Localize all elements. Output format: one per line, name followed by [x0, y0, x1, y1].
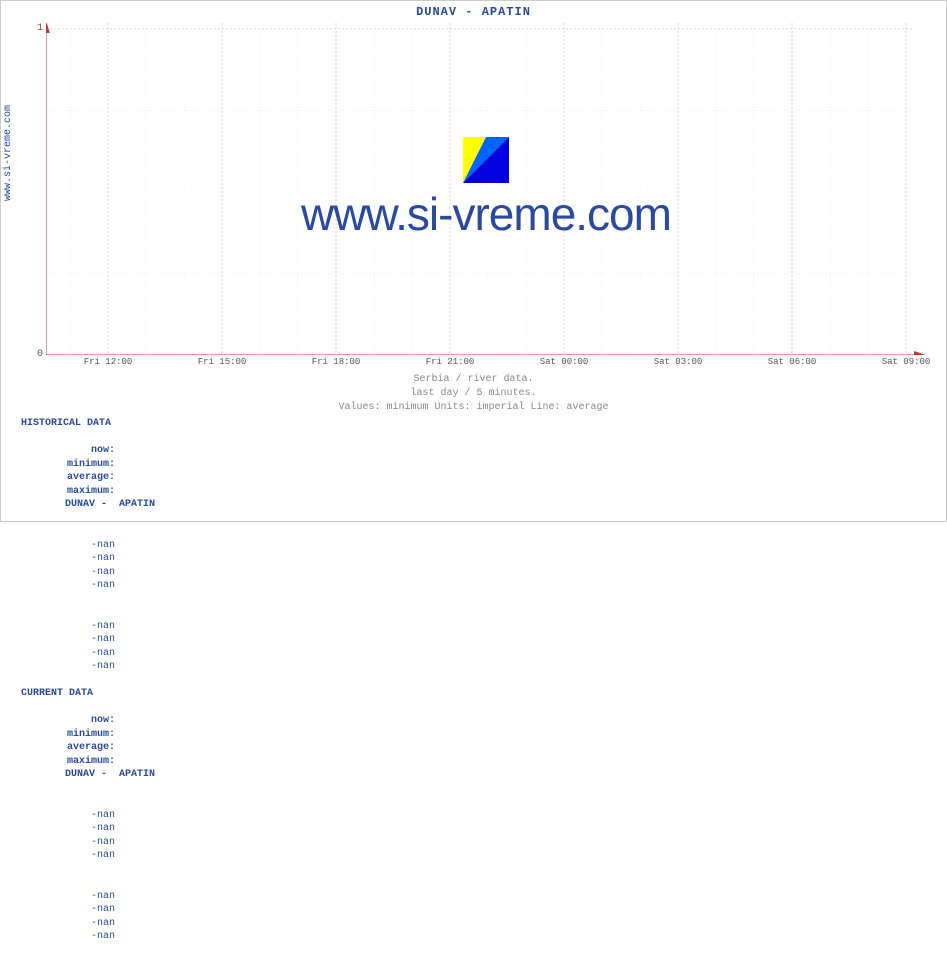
table-row: -nan -nan -nan -nan: [21, 876, 225, 957]
current-heading: CURRENT DATA: [21, 687, 225, 701]
x-tick-label: Sat 03:00: [654, 357, 703, 367]
col-maximum: maximum:: [45, 485, 115, 499]
table-row: -nan -nan -nan -nan: [21, 795, 225, 876]
site-vertical-label: www.si-vreme.com: [3, 105, 14, 201]
col-average: average:: [45, 471, 115, 485]
x-tick-label: Sat 06:00: [768, 357, 817, 367]
x-tick-label: Fri 15:00: [198, 357, 247, 367]
chart-svg: [46, 23, 926, 355]
col-now: now:: [45, 444, 115, 458]
x-tick-label: Sat 00:00: [540, 357, 589, 367]
y-tick-0: 0: [31, 349, 43, 360]
historical-heading: HISTORICAL DATA: [21, 417, 225, 431]
x-tick-label: Sat 09:00: [882, 357, 931, 367]
x-tick-container: Fri 12:00 Fri 15:00 Fri 18:00 Fri 21:00 Sat …: [46, 357, 926, 371]
col-minimum: minimum:: [45, 458, 115, 472]
x-tick-label: Fri 21:00: [426, 357, 475, 367]
chart-caption: Serbia / river data. last day / 5 minute…: [1, 373, 946, 415]
x-tick-label: Fri 12:00: [84, 357, 133, 367]
col-station: DUNAV - APATIN: [45, 498, 225, 512]
data-tables: HISTORICAL DATA now: minimum: average: m…: [21, 417, 225, 957]
table-row: -nan -nan -nan -nan: [21, 525, 225, 606]
chart-title: DUNAV - APATIN: [1, 5, 946, 19]
table-header-row: now: minimum: average: maximum: DUNAV - …: [21, 701, 225, 796]
y-tick-1: 1: [31, 23, 43, 34]
caption-line-2: last day / 5 minutes.: [1, 387, 946, 401]
chart-plot-area: [46, 23, 926, 355]
x-tick-label: Fri 18:00: [312, 357, 361, 367]
caption-line-3: Values: minimum Units: imperial Line: av…: [1, 401, 946, 415]
caption-line-1: Serbia / river data.: [1, 373, 946, 387]
table-header-row: now: minimum: average: maximum: DUNAV - …: [21, 431, 225, 526]
table-row: -nan -nan -nan -nan: [21, 606, 225, 687]
